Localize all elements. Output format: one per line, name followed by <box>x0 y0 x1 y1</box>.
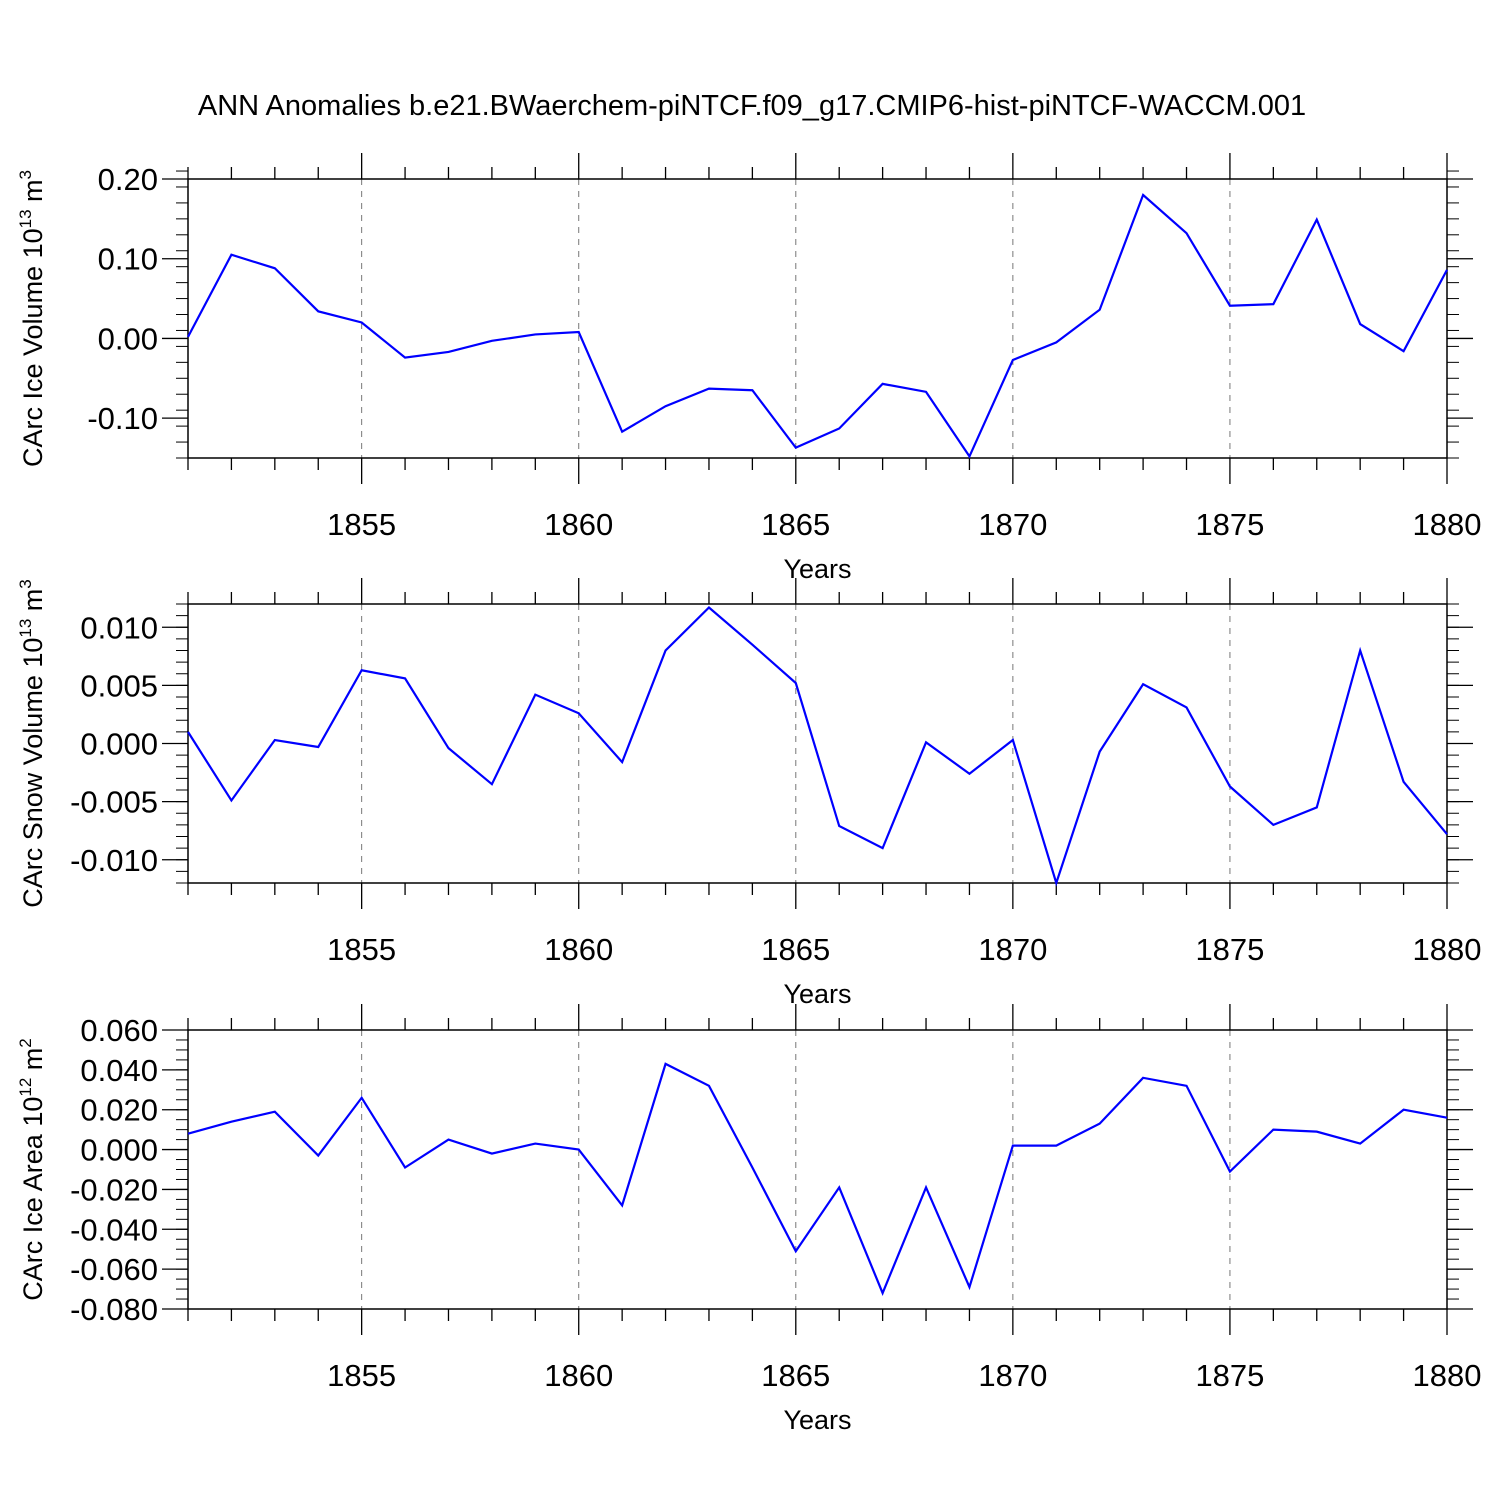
y-tick-label: -0.10 <box>87 401 158 436</box>
figure-title: ANN Anomalies b.e21.BWaerchem-piNTCF.f09… <box>198 90 1306 122</box>
y-tick-label: -0.040 <box>70 1212 158 1247</box>
plot-frame <box>187 178 1448 459</box>
y-axis-title-unit-exponent: 3 <box>16 170 35 179</box>
y-tick-label: 0.005 <box>80 668 158 703</box>
y-axis-title: CArc Ice Volume 1013 m3 <box>16 170 48 467</box>
series-line <box>187 1062 1448 1296</box>
y-tick-label: -0.080 <box>70 1292 158 1327</box>
y-axis-title: CArc Snow Volume 1013 m3 <box>16 579 48 908</box>
x-tick-label: 1865 <box>761 932 830 967</box>
y-axis-title-unit-exponent: 2 <box>16 1038 35 1047</box>
y-axis-title-unit: m <box>18 1048 48 1078</box>
y-tick-label: 0.10 <box>98 242 158 277</box>
y-axis-title-unit: m <box>18 589 48 619</box>
y-tick-label: -0.020 <box>70 1172 158 1207</box>
x-tick-label: 1855 <box>327 507 396 542</box>
y-tick-label: 0.000 <box>80 727 158 762</box>
y-tick-label: 0.00 <box>98 321 158 356</box>
y-axis-title-exponent: 13 <box>16 209 35 228</box>
plot-frame <box>187 1029 1448 1310</box>
y-tick-label: -0.060 <box>70 1252 158 1287</box>
x-tick-label: 1875 <box>1195 1358 1264 1393</box>
series-line <box>187 605 1448 887</box>
x-tick-label: 1880 <box>1413 932 1482 967</box>
y-tick-label: 0.20 <box>98 162 158 197</box>
x-tick-label: 1870 <box>978 932 1047 967</box>
panels: -0.10 0.00 0.10 0.20 1855 1860 1865 1870 1875 188… <box>16 153 1481 1435</box>
y-axis-title-unit-exponent: 3 <box>16 579 35 588</box>
x-tick-label: 1880 <box>1413 1358 1482 1393</box>
x-tick-label: 1855 <box>327 932 396 967</box>
panel-3: -0.080 -0.060 -0.040 -0.020 0.000 0.020 0.040 0… <box>16 1004 1481 1435</box>
x-tick-label: 1860 <box>544 1358 613 1393</box>
y-tick-label: 0.010 <box>80 610 158 645</box>
y-tick-label: -0.005 <box>70 785 158 820</box>
y-axis-title-base: CArc Snow Volume 10 <box>18 638 48 908</box>
y-tick-label: 0.020 <box>80 1093 158 1128</box>
y-axis-title-base: CArc Ice Area 10 <box>18 1097 48 1301</box>
x-axis-title: Years <box>783 1405 851 1435</box>
x-tick-label: 1855 <box>327 1358 396 1393</box>
x-tick-label: 1870 <box>978 1358 1047 1393</box>
y-axis-title-exponent: 13 <box>16 619 35 638</box>
x-axis-title: Years <box>783 554 851 584</box>
y-tick-label: 0.000 <box>80 1133 158 1168</box>
y-axis-title-base: CArc Ice Volume 10 <box>18 228 48 467</box>
y-axis-title-exponent: 12 <box>16 1078 35 1097</box>
x-tick-label: 1860 <box>544 507 613 542</box>
x-tick-label: 1880 <box>1413 507 1482 542</box>
y-tick-label: 0.040 <box>80 1053 158 1088</box>
plot-frame <box>187 603 1448 884</box>
x-tick-label: 1860 <box>544 932 613 967</box>
y-axis-title-unit: m <box>18 179 48 209</box>
series-line <box>187 193 1448 459</box>
y-tick-label: -0.010 <box>70 843 158 878</box>
x-tick-label: 1875 <box>1195 507 1264 542</box>
x-axis-title: Years <box>783 979 851 1009</box>
y-axis-title: CArc Ice Area 1012 m2 <box>16 1038 48 1301</box>
panel-1: -0.10 0.00 0.10 0.20 1855 1860 1865 1870 1875 188… <box>16 153 1481 584</box>
x-tick-label: 1865 <box>761 507 830 542</box>
x-tick-label: 1870 <box>978 507 1047 542</box>
x-tick-label: 1865 <box>761 1358 830 1393</box>
x-tick-label: 1875 <box>1195 932 1264 967</box>
y-tick-label: 0.060 <box>80 1013 158 1048</box>
panel-2: -0.010 -0.005 0.000 0.005 0.010 1855 1860 1865 1… <box>16 578 1481 1009</box>
